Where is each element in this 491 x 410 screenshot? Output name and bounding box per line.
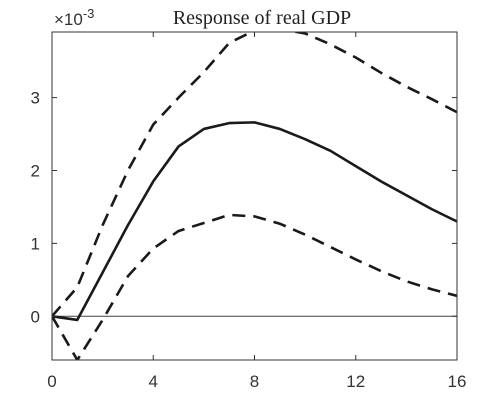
x-tick-label: 12	[346, 372, 365, 391]
lower-band-line	[52, 213, 457, 360]
y-tick-label: 0	[31, 307, 40, 326]
y-axis-exponent-label: ×10-3	[54, 6, 94, 29]
upper-band-line	[52, 32, 457, 318]
response-line	[52, 121, 457, 322]
y-tick-label: 2	[31, 161, 40, 180]
x-tick-label: 0	[47, 372, 56, 391]
y-tick-label: 3	[31, 89, 40, 108]
x-tick-label: 8	[250, 372, 259, 391]
chart-title: Response of real GDP	[173, 7, 351, 29]
y-axis-exponent-base: ×10	[54, 10, 83, 29]
y-tick-label: 1	[31, 234, 40, 253]
plot-area	[52, 32, 457, 360]
y-axis-exponent-power: -3	[83, 6, 95, 21]
x-tick-label: 4	[149, 372, 158, 391]
x-tick-label: 16	[448, 372, 467, 391]
